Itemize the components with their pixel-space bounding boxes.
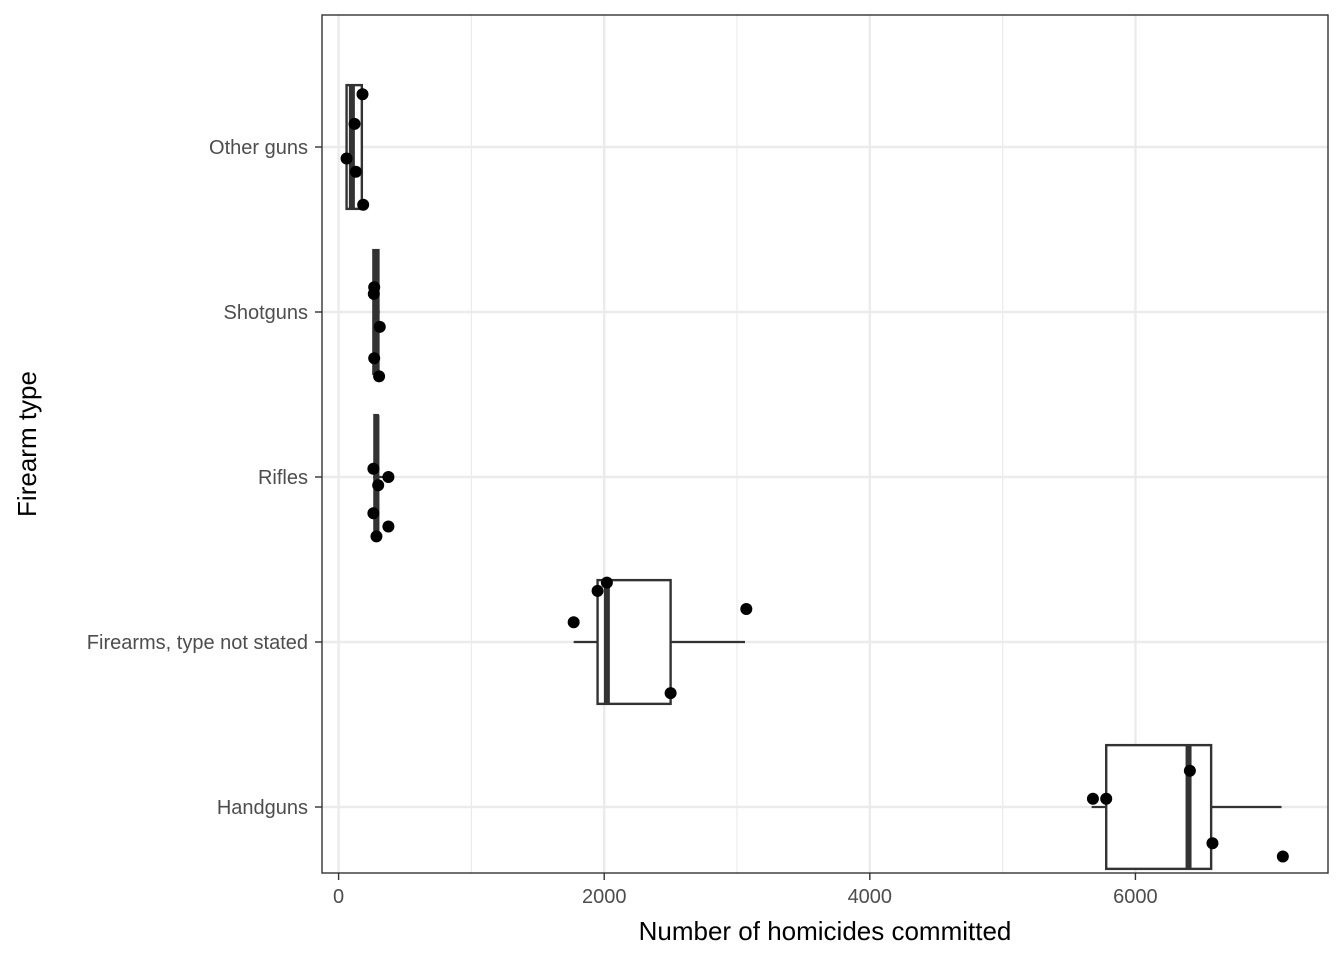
data-point bbox=[356, 88, 369, 101]
data-point bbox=[591, 584, 604, 597]
data-point bbox=[1086, 792, 1099, 805]
x-tick-label: 6000 bbox=[1113, 886, 1158, 908]
data-point bbox=[340, 152, 353, 165]
x-tick-label: 4000 bbox=[848, 886, 893, 908]
data-point bbox=[357, 198, 370, 211]
minor-gridlines bbox=[470, 15, 1004, 873]
data-point bbox=[367, 507, 380, 520]
data-point bbox=[740, 603, 753, 615]
y-tick-label: Rifles bbox=[258, 467, 308, 489]
x-tick-label: 0 bbox=[333, 886, 344, 908]
data-point bbox=[567, 616, 580, 629]
data-point bbox=[372, 479, 385, 492]
plot-panel-background bbox=[322, 15, 1328, 873]
data-point bbox=[382, 520, 395, 533]
x-tick-label: 2000 bbox=[582, 886, 627, 908]
data-point bbox=[1183, 764, 1196, 777]
x-axis: 0 2000 4000 6000 bbox=[333, 873, 1158, 908]
data-point bbox=[373, 370, 386, 383]
data-point bbox=[349, 165, 362, 178]
major-gridlines bbox=[322, 15, 1328, 873]
data-point bbox=[367, 462, 380, 475]
data-point bbox=[367, 287, 380, 300]
data-point bbox=[370, 530, 383, 543]
box bbox=[1105, 743, 1213, 871]
data-point bbox=[373, 320, 386, 333]
plot-panel-border bbox=[321, 14, 1329, 874]
y-axis-title: Firearm type bbox=[12, 371, 42, 517]
data-point bbox=[1276, 850, 1289, 863]
x-axis-title: Number of homicides committed bbox=[639, 916, 1012, 946]
data-point bbox=[1206, 837, 1219, 850]
data-point bbox=[368, 352, 381, 365]
y-tick-label: Other guns bbox=[209, 137, 308, 159]
data-point bbox=[664, 687, 677, 700]
y-tick-label: Shotguns bbox=[223, 302, 308, 324]
y-tick-label: Handguns bbox=[217, 797, 308, 819]
y-tick-label: Firearms, type not stated bbox=[87, 632, 308, 654]
data-point bbox=[1100, 792, 1113, 805]
data-points bbox=[340, 88, 1289, 863]
data-point bbox=[382, 471, 395, 483]
y-axis: Handguns Firearms, type not stated Rifles S… bbox=[87, 137, 322, 819]
data-point bbox=[348, 117, 361, 130]
data-point bbox=[600, 576, 613, 589]
